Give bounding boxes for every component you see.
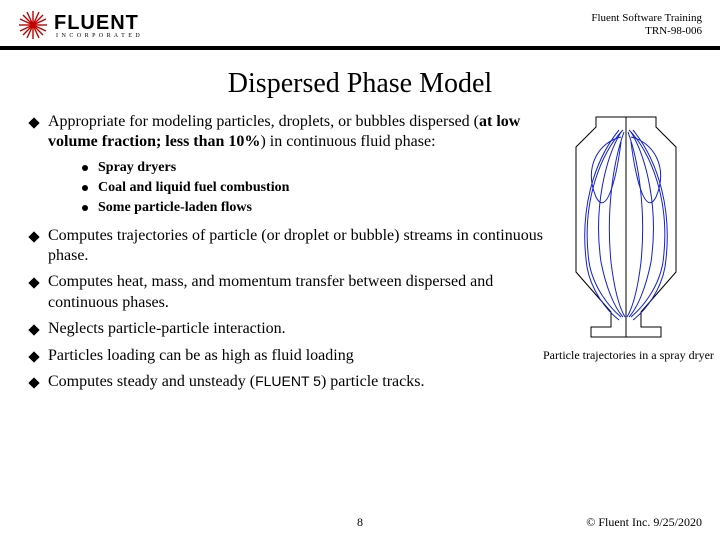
- b6-part-c: ) particle tracks.: [321, 373, 425, 390]
- diamond-icon: [28, 231, 39, 242]
- sub-2-text: Coal and liquid fuel combustion: [98, 179, 289, 197]
- horizontal-rule: [0, 46, 720, 50]
- bullet-2-text: Computes trajectories of particle (or dr…: [48, 226, 555, 267]
- diamond-icon: [28, 378, 39, 389]
- copyright: © Fluent Inc. 9/25/2020: [586, 515, 702, 530]
- spray-dryer-diagram: [551, 112, 701, 342]
- disc-icon: [82, 185, 88, 191]
- footer: 8 © Fluent Inc. 9/25/2020: [0, 515, 720, 530]
- logo-text: FLUENT: [54, 12, 141, 35]
- bullet-4: Neglects particle-particle interaction.: [30, 319, 555, 339]
- b1-part-a: Appropriate for modeling particles, drop…: [48, 113, 479, 130]
- text-column: Appropriate for modeling particles, drop…: [30, 112, 555, 393]
- sub-3-text: Some particle-laden flows: [98, 199, 252, 217]
- content-area: Appropriate for modeling particles, drop…: [0, 112, 720, 393]
- logo-sunburst-icon: [18, 10, 48, 40]
- bullet-3: Computes heat, mass, and momentum transf…: [30, 272, 555, 313]
- figure: Particle trajectories in a spray dryer: [543, 112, 708, 363]
- figure-caption: Particle trajectories in a spray dryer: [543, 348, 708, 363]
- header-right: Fluent Software Training TRN-98-006: [591, 10, 702, 38]
- bullet-6-text: Computes steady and unsteady (FLUENT 5) …: [48, 372, 424, 392]
- sub-bullet-3: Some particle-laden flows: [82, 199, 555, 217]
- b6-part-a: Computes steady and unsteady (: [48, 373, 255, 390]
- bullet-1-text: Appropriate for modeling particles, drop…: [48, 112, 555, 153]
- sub-bullet-1: Spray dryers: [82, 159, 555, 177]
- bullet-5-text: Particles loading can be as high as flui…: [48, 346, 354, 366]
- bullet-1: Appropriate for modeling particles, drop…: [30, 112, 555, 153]
- b6-part-b: FLUENT 5: [255, 373, 321, 389]
- page-number: 8: [357, 515, 363, 530]
- logo: FLUENT I N C O R P O R A T E D: [18, 10, 141, 40]
- b1-part-c: ) in continuous fluid phase:: [260, 133, 435, 150]
- diamond-icon: [28, 325, 39, 336]
- sub-bullet-2: Coal and liquid fuel combustion: [82, 179, 555, 197]
- bullet-6: Computes steady and unsteady (FLUENT 5) …: [30, 372, 555, 392]
- header: FLUENT I N C O R P O R A T E D Fluent So…: [0, 0, 720, 46]
- disc-icon: [82, 205, 88, 211]
- diamond-icon: [28, 278, 39, 289]
- doc-number: TRN-98-006: [591, 25, 702, 38]
- diamond-icon: [28, 117, 39, 128]
- sub-bullet-list: Spray dryers Coal and liquid fuel combus…: [82, 159, 555, 218]
- bullet-3-text: Computes heat, mass, and momentum transf…: [48, 272, 555, 313]
- logo-subtext: I N C O R P O R A T E D: [56, 33, 141, 39]
- disc-icon: [82, 165, 88, 171]
- bullet-4-text: Neglects particle-particle interaction.: [48, 319, 286, 339]
- training-label: Fluent Software Training: [591, 12, 702, 25]
- diamond-icon: [28, 351, 39, 362]
- slide-title: Dispersed Phase Model: [0, 68, 720, 100]
- sub-1-text: Spray dryers: [98, 159, 176, 177]
- bullet-2: Computes trajectories of particle (or dr…: [30, 226, 555, 267]
- bullet-5: Particles loading can be as high as flui…: [30, 346, 555, 366]
